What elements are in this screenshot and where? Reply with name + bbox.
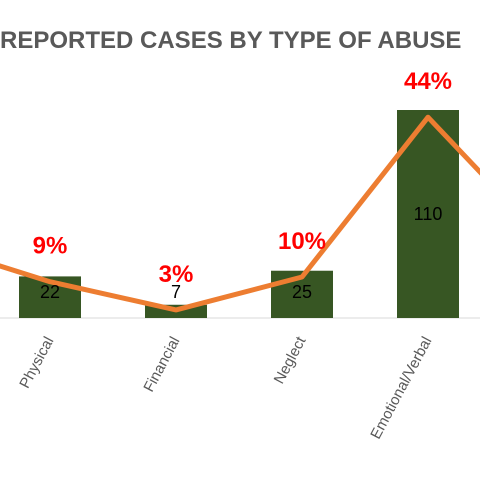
bar-value-label: 7	[171, 282, 181, 302]
percent-label: 10%	[278, 228, 326, 255]
percent-label: 9%	[33, 233, 68, 260]
bar-value-label: 22	[40, 282, 60, 302]
bar-value-label: 110	[414, 204, 443, 224]
percent-label: 3%	[159, 261, 194, 288]
category-label: Neglect	[271, 333, 310, 387]
chart-title: REPORTED CASES BY TYPE OF ABUSE	[0, 27, 461, 54]
category-label: Financial	[140, 334, 183, 395]
bar-value-label: 25	[292, 282, 312, 302]
percent-label: 44%	[404, 68, 452, 95]
percent-line	[0, 114, 480, 313]
category-label: Emotional/Verbal	[367, 334, 435, 442]
category-label: Physical	[16, 334, 57, 391]
